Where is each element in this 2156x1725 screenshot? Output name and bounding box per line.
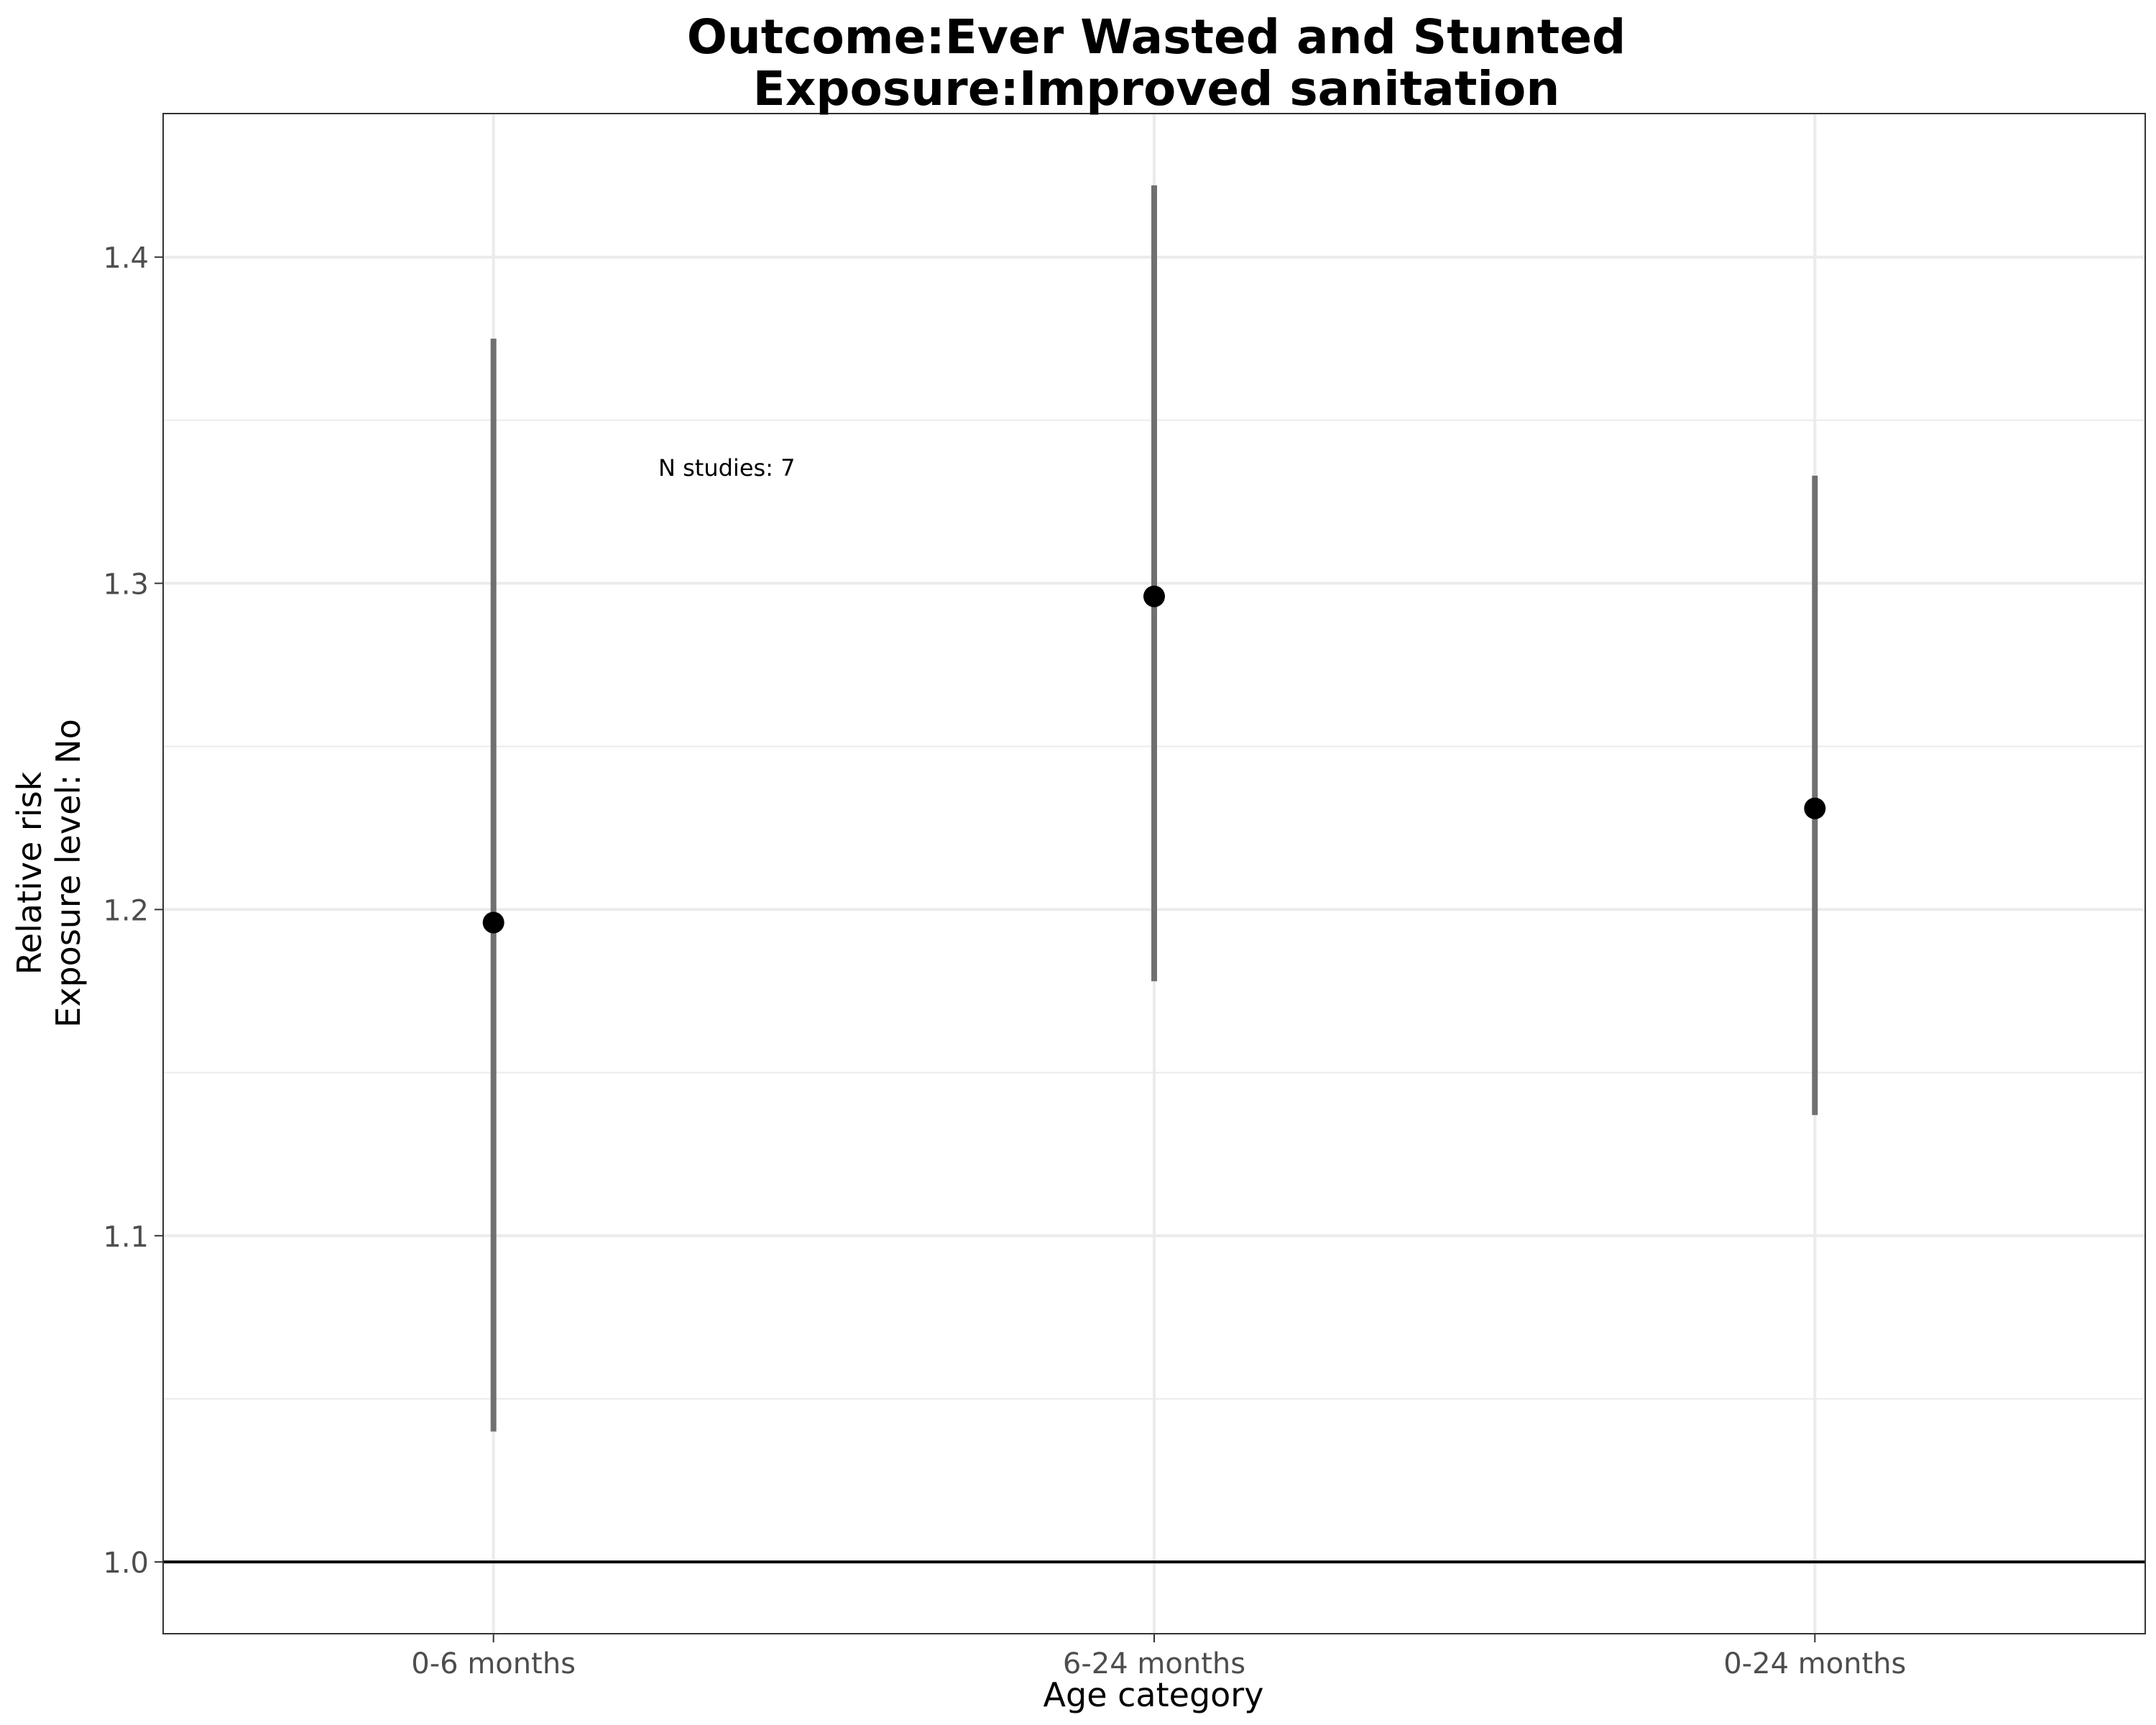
- x-tick-labels: 0-6 months 6-24 months 0-24 months: [411, 1634, 1906, 1680]
- x-tick-label: 6-24 months: [1063, 1647, 1245, 1680]
- y-tick-label: 1.3: [103, 569, 149, 602]
- points: [482, 585, 1826, 934]
- x-tick-label: 0-6 months: [411, 1647, 576, 1680]
- data-point: [1804, 797, 1826, 819]
- data-point: [482, 911, 505, 934]
- y-tick-label: 1.0: [103, 1547, 149, 1580]
- y-tick-label: 1.1: [103, 1220, 149, 1254]
- y-tick-label: 1.2: [103, 894, 149, 927]
- y-tick-label: 1.4: [103, 242, 149, 275]
- chart-title: Outcome:Ever Wasted and Stunted: [687, 9, 1626, 65]
- x-axis-title: Age category: [1044, 1675, 1264, 1714]
- x-tick-label: 0-24 months: [1723, 1647, 1906, 1680]
- y-tick-labels: 1.0 1.1 1.2 1.3 1.4: [103, 242, 163, 1580]
- n-studies-annotation: N studies: 7: [658, 454, 795, 482]
- errorbars: [490, 185, 1818, 1432]
- data-point: [1143, 585, 1165, 607]
- y-axis-title-exposure: Exposure level: No: [49, 719, 88, 1028]
- y-axis-title: Relative risk: [10, 771, 49, 975]
- chart-subtitle: Exposure:Improved sanitation: [753, 61, 1560, 116]
